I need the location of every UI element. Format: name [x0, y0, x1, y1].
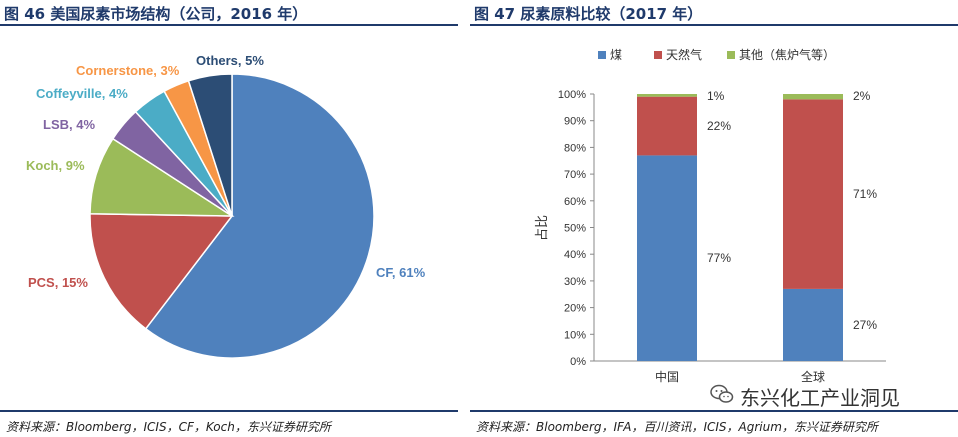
bar-data-label: 27%	[853, 318, 877, 332]
y-axis-label: 占比	[535, 215, 550, 241]
y-tick-label: 60%	[564, 196, 586, 208]
right-figure-panel: 图 47 尿素原料比较（2017 年） 0% 10% 20% 30% 40% 50% 60%…	[470, 0, 958, 437]
x-category-label: 中国	[655, 369, 679, 384]
legend-swatch	[598, 51, 606, 59]
legend-swatch	[727, 51, 735, 59]
pie-label-cornerstone: Cornerstone, 3%	[76, 63, 180, 78]
pie-label-koch: Koch, 9%	[26, 158, 85, 173]
pie-label-others: Others, 5%	[196, 53, 264, 68]
bar-segment-0-1	[637, 96, 697, 156]
y-tick-label: 90%	[564, 116, 586, 128]
y-tick-label: 30%	[564, 276, 586, 288]
right-title-bar: 图 47 尿素原料比较（2017 年）	[470, 2, 958, 26]
x-category-label: 全球	[801, 369, 825, 384]
pie-label-cf: CF, 61%	[376, 265, 426, 280]
left-title-bar: 图 46 美国尿素市场结构（公司，2016 年）	[0, 2, 458, 26]
pie-label-coffeyville: Coffeyville, 4%	[36, 86, 128, 101]
left-figure-panel: 图 46 美国尿素市场结构（公司，2016 年） CF, 61% PCS, 15%…	[0, 0, 458, 437]
bar-data-label: 71%	[853, 187, 877, 201]
legend-label: 其他（焦炉气等）	[739, 47, 835, 62]
y-tick-label: 70%	[564, 169, 586, 181]
y-tick-label: 10%	[564, 329, 586, 341]
y-tick-label: 80%	[564, 142, 586, 154]
pie-slice-cf	[144, 73, 375, 359]
left-figure-title: 图 46 美国尿素市场结构（公司，2016 年）	[4, 5, 308, 23]
pie-label-lsb: LSB, 4%	[43, 117, 95, 132]
bar-data-label: 77%	[707, 251, 731, 265]
bar-data-label: 1%	[707, 89, 725, 103]
legend-label: 天然气	[666, 47, 702, 62]
y-tick-label: 20%	[564, 303, 586, 315]
y-tick-label: 50%	[564, 223, 586, 235]
pie-chart: CF, 61% PCS, 15% Koch, 9% LSB, 4% Coffeyvill…	[26, 53, 426, 359]
left-source-text: 资料来源：Bloomberg，ICIS，CF，Koch，东兴证券研究所	[6, 420, 331, 434]
y-tick-label: 40%	[564, 249, 586, 261]
watermark-text: 东兴化工产业洞见	[740, 386, 900, 410]
wechat-icon	[710, 384, 734, 403]
right-source-text: 资料来源：Bloomberg，IFA，百川资讯，ICIS，Agrium，东兴证券…	[476, 420, 878, 434]
watermark: 东兴化工产业洞见	[700, 380, 940, 410]
bar-data-label: 22%	[707, 119, 731, 133]
stacked-bar-chart: 0% 10% 20% 30% 40% 50% 60% 70% 80% 90% 100% 占比 77% 22…	[535, 47, 886, 384]
right-figure-title: 图 47 尿素原料比较（2017 年）	[474, 5, 703, 23]
bar-data-label: 2%	[853, 89, 871, 103]
bar-segment-1-1	[783, 99, 843, 289]
right-source-bar: 资料来源：Bloomberg，IFA，百川资讯，ICIS，Agrium，东兴证券…	[470, 410, 958, 434]
y-tick-label: 0%	[570, 356, 586, 368]
bar-segment-0-0	[637, 155, 697, 361]
bar-segment-1-2	[783, 94, 843, 100]
legend-label: 煤	[610, 48, 622, 62]
left-source-bar: 资料来源：Bloomberg，ICIS，CF，Koch，东兴证券研究所	[0, 410, 458, 434]
pie-slice-pcs	[89, 213, 234, 330]
y-tick-label: 100%	[558, 89, 586, 101]
pie-slice-others	[187, 73, 233, 217]
legend-swatch	[654, 51, 662, 59]
pie-label-pcs: PCS, 15%	[28, 275, 88, 290]
bar-segment-1-0	[783, 288, 843, 361]
bar-segment-0-2	[637, 94, 697, 97]
pie-slice-koch	[89, 137, 235, 217]
